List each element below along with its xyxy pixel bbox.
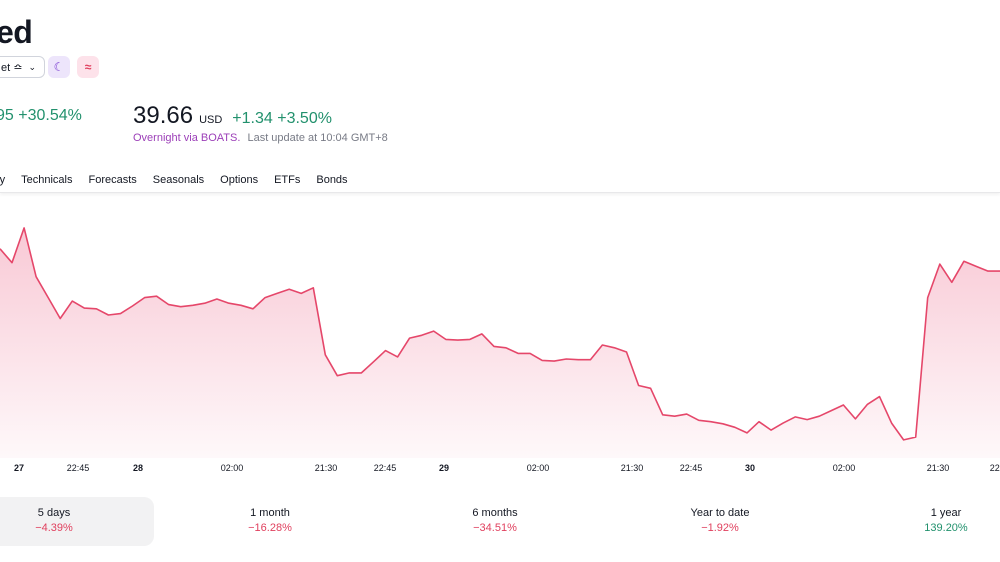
chevron-down-icon: ⌄	[28, 61, 36, 72]
market-session-select[interactable]: et ≏ ⌄	[0, 56, 45, 78]
chart-area-fill	[0, 227, 1000, 458]
period-1-month[interactable]: 1 month −16.28%	[170, 497, 370, 546]
x-axis-label: 02:00	[833, 463, 856, 473]
tab-options[interactable]: Options	[220, 174, 259, 186]
period-label: 1 year	[930, 507, 962, 519]
quote-subline: Overnight via BOATS. Last update at 10:0…	[133, 132, 388, 144]
x-axis-label: 22:	[990, 463, 1000, 473]
x-axis-label: 28	[133, 463, 143, 473]
x-axis-label: 02:00	[221, 463, 244, 473]
period-value: −34.51%	[473, 522, 517, 534]
x-axis-label: 02:00	[527, 463, 550, 473]
x-axis-label: 21:30	[927, 463, 950, 473]
overnight-quote: 39.66 USD +1.34 +3.50%	[133, 102, 332, 130]
x-axis-label: 27	[14, 463, 24, 473]
x-axis-label: 22:45	[374, 463, 397, 473]
currency-label: USD	[199, 114, 223, 126]
overnight-price: 39.66	[133, 102, 194, 129]
x-axis-label: 29	[439, 463, 449, 473]
tab-seasonals[interactable]: Seasonals	[152, 174, 205, 186]
period-value: 139.20%	[924, 522, 968, 534]
moon-icon[interactable]: ☾	[48, 56, 70, 78]
tab-technicals[interactable]: Technicals	[21, 174, 73, 186]
x-axis-label: 21:30	[621, 463, 644, 473]
section-tabs: nity Technicals Forecasts Seasonals Opti…	[0, 168, 1000, 193]
session-label: Overnight via BOATS.	[133, 132, 241, 144]
market-session-label: et ≏	[1, 61, 23, 74]
period-value: −16.28%	[248, 522, 292, 534]
price-chart[interactable]: 27 22:45 28 02:00 21:30 22:45 29 02:00 21:30 22:4…	[0, 193, 1000, 483]
tab-forecasts[interactable]: Forecasts	[88, 174, 137, 186]
period-6-months[interactable]: 6 months −34.51%	[395, 497, 595, 546]
period-label: 6 months	[472, 507, 518, 519]
period-value: −1.92%	[701, 522, 739, 534]
x-axis-label: 21:30	[315, 463, 338, 473]
period-label: 1 month	[250, 507, 290, 519]
period-1-year[interactable]: 1 year 139.20%	[846, 497, 1000, 546]
period-value: −4.39%	[35, 522, 73, 534]
period-5-days[interactable]: 5 days −4.39%	[0, 497, 154, 546]
x-axis-label: 30	[745, 463, 755, 473]
period-label: 5 days	[37, 507, 71, 519]
main-change: 95 +30.54%	[0, 107, 82, 124]
x-axis-label: 22:45	[680, 463, 703, 473]
tab-community[interactable]: nity	[0, 174, 6, 186]
last-update: Last update at 10:04 GMT+8	[247, 132, 388, 144]
overnight-change: +1.34 +3.50%	[232, 110, 332, 127]
period-label: Year to date	[690, 507, 750, 519]
period-year-to-date[interactable]: Year to date −1.92%	[620, 497, 820, 546]
tab-bonds[interactable]: Bonds	[316, 174, 348, 186]
x-axis-label: 22:45	[67, 463, 90, 473]
chart-price-line	[0, 227, 1000, 441]
wave-icon[interactable]: ≈	[77, 56, 99, 78]
performance-periods: 5 days −4.39% 1 month −16.28% 6 months −…	[0, 497, 1000, 547]
tab-etfs[interactable]: ETFs	[274, 174, 301, 186]
x-axis-labels: 27 22:45 28 02:00 21:30 22:45 29 02:00 21:30 22:4…	[14, 463, 1000, 473]
page-title: ed	[0, 14, 33, 50]
